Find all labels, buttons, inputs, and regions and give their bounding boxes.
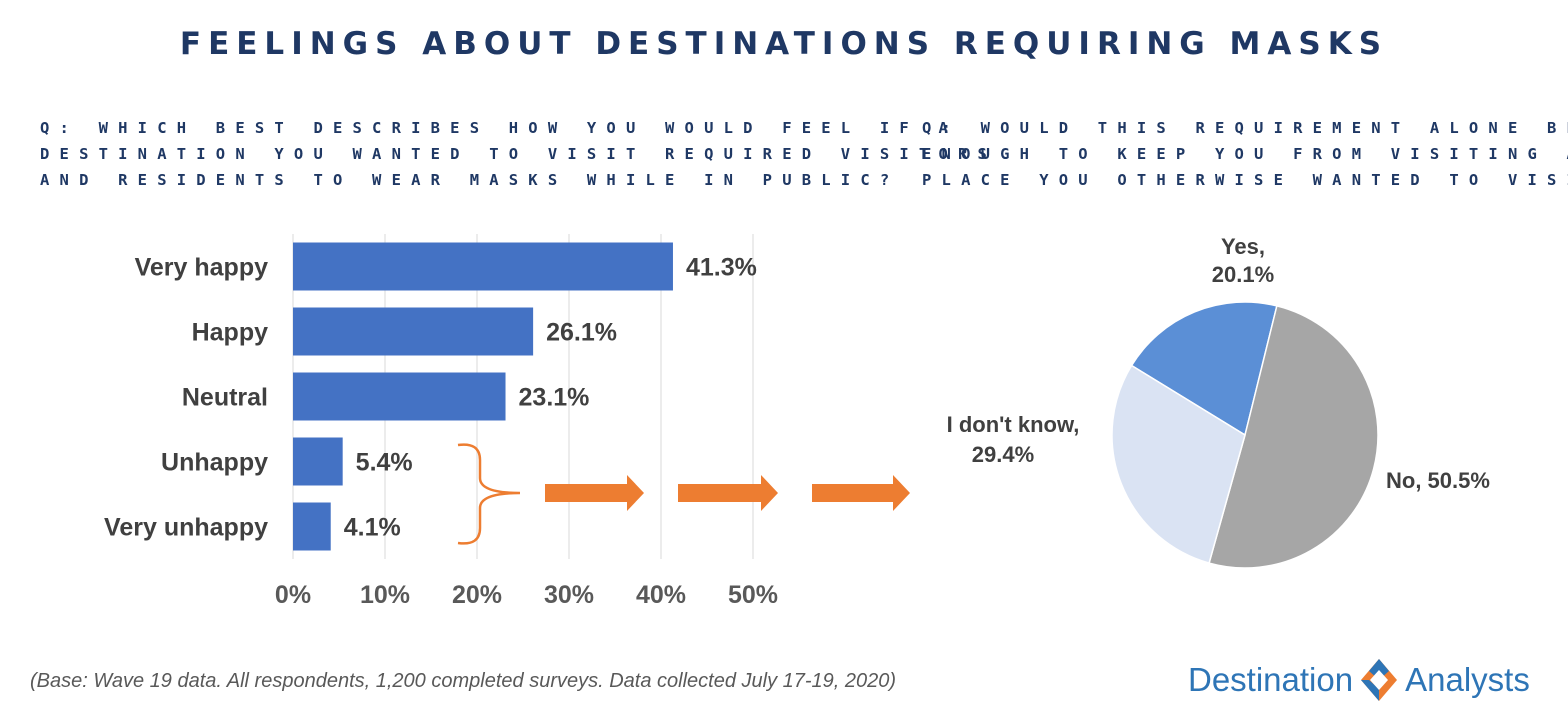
x-tick-label: 50% [728,581,778,609]
category-label: Happy [192,319,269,347]
left-question-line: DESTINATION YOU WANTED TO VISIT REQUIRED… [40,145,998,163]
value-label: 23.1% [519,384,590,412]
pie-label-dont-know: I don't know, [947,412,1080,437]
diamond-logo-icon [1361,659,1398,701]
x-tick-label: 20% [452,581,502,609]
pie-labels: Yes, 20.1% No, 50.5% I don't know, 29.4% [947,234,1490,493]
x-tick-label: 30% [544,581,594,609]
chart-title: FEELINGS ABOUT DESTINATIONS REQUIRING MA… [179,26,1389,62]
left-question-line: AND RESIDENTS TO WEAR MASKS WHILE IN PUB… [40,171,900,189]
bar [293,437,343,486]
pie-slice [1130,301,1278,437]
x-tick-label: 10% [360,581,410,609]
bar [293,242,673,291]
bracket [457,443,521,545]
x-tick-label: 40% [636,581,686,609]
value-label: 5.4% [356,449,413,477]
pie-chart [1111,301,1379,569]
bar-chart: 0% 10% 20% 30% 40% 50% Very happy 41.3% Happy 26.… [104,234,778,609]
arrow-2 [678,475,778,511]
category-label: Unhappy [161,449,268,477]
pie-slice [1208,304,1379,569]
logo-word-destination: Destination [1188,661,1354,698]
pie-value-yes: 20.1% [1212,262,1274,287]
footnote: (Base: Wave 19 data. All respondents, 1,… [30,670,897,692]
bar [293,307,534,356]
value-label: 26.1% [546,319,617,347]
value-label: 4.1% [344,514,401,542]
left-question: Q: WHICH BEST DESCRIBES HOW YOU WOULD FE… [40,115,997,193]
category-label: Very unhappy [104,514,268,542]
category-label: Very happy [135,254,268,282]
arrow-1 [545,475,644,511]
destination-analysts-logo: Destination Analysts [1188,657,1530,705]
arrow-3 [812,475,910,511]
bar [293,502,331,551]
bracket-and-arrows [457,443,910,545]
pie-label-yes: Yes, [1221,234,1265,259]
pie-label-no: No, 50.5% [1386,468,1490,493]
pie-value-dont-know: 29.4% [972,442,1034,467]
pie-slice [1111,364,1246,564]
logo-word-analysts: Analysts [1405,661,1530,698]
bar [293,372,506,421]
right-question-line: PLACE YOU OTHERWISE WANTED TO VISIT? [922,171,1568,189]
x-tick-label: 0% [275,581,311,609]
right-question-line: ENOUGH TO KEEP YOU FROM VISITING A [922,145,1568,163]
right-question: Q: WOULD THIS REQUIREMENT ALONE BE ENOUG… [922,115,1568,193]
category-label: Neutral [182,384,268,412]
right-question-line: Q: WOULD THIS REQUIREMENT ALONE BE [922,119,1568,137]
value-label: 41.3% [686,254,757,282]
left-question-line: Q: WHICH BEST DESCRIBES HOW YOU WOULD FE… [40,119,958,137]
